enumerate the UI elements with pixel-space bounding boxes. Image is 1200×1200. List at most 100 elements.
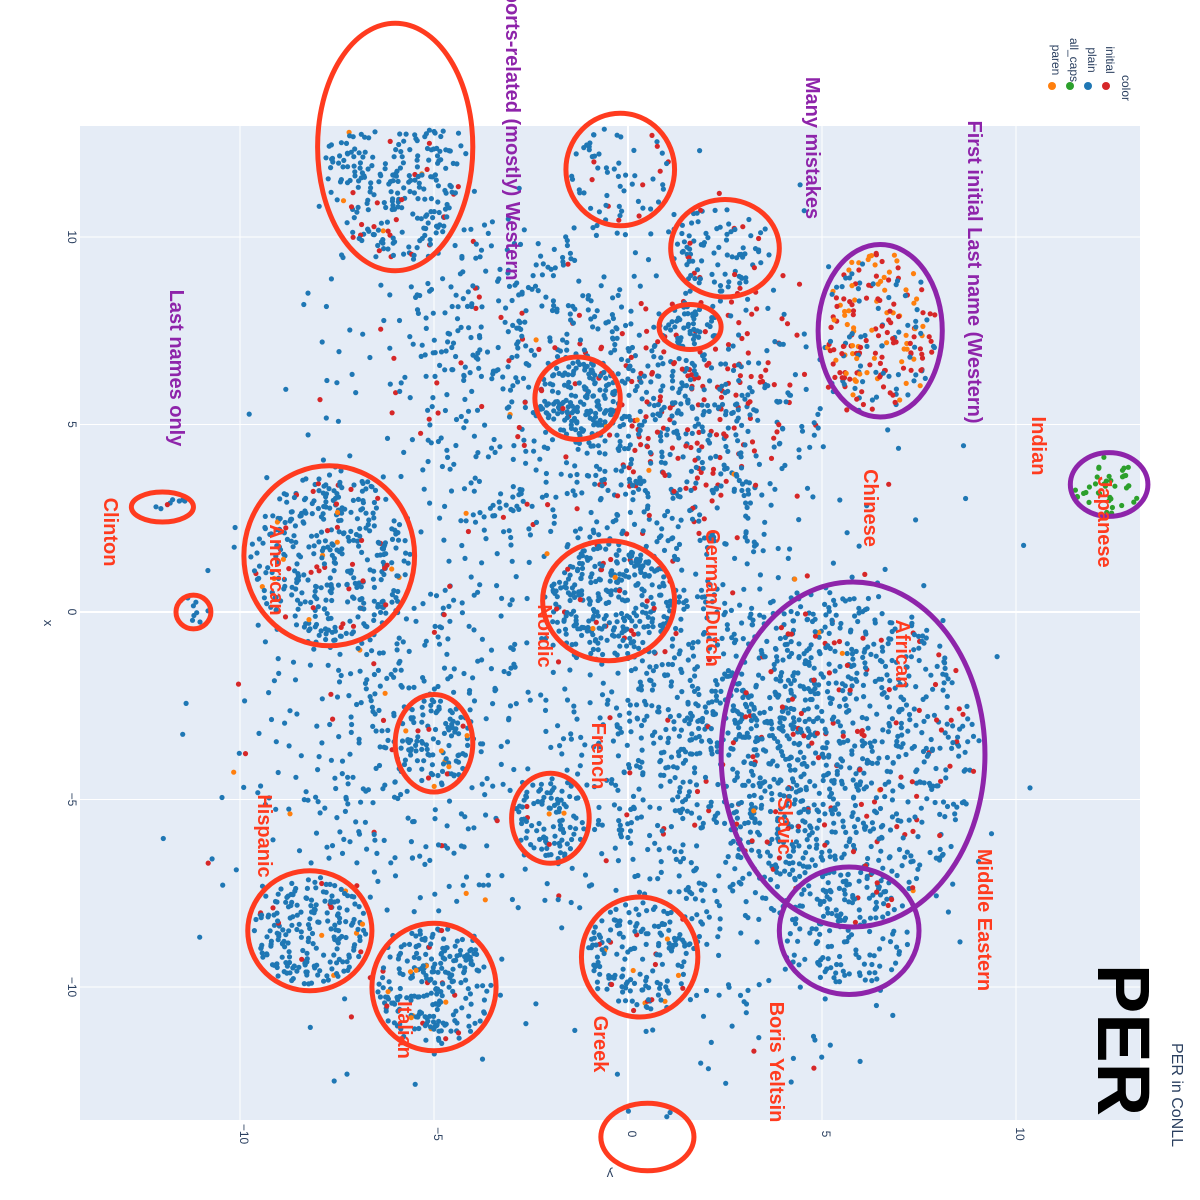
scatter-point-plain	[622, 956, 628, 962]
scatter-point-plain	[670, 636, 676, 642]
scatter-point-plain	[757, 710, 763, 716]
scatter-point-plain	[739, 620, 745, 626]
scatter-point-plain	[514, 341, 520, 347]
scatter-point-plain	[406, 244, 412, 250]
scatter-point-plain	[565, 404, 571, 410]
scatter-point-plain	[571, 368, 577, 374]
scatter-point-plain	[380, 237, 386, 243]
scatter-point-plain	[915, 866, 921, 872]
scatter-point-plain	[884, 672, 890, 678]
scatter-point-plain	[608, 588, 614, 594]
scatter-point-plain	[550, 824, 557, 830]
scatter-point-plain	[436, 158, 442, 164]
scatter-point-plain	[799, 423, 805, 430]
scatter-point-plain	[660, 186, 667, 192]
scatter-point-plain	[432, 816, 438, 822]
scatter-point-plain	[585, 307, 591, 313]
scatter-point-plain	[625, 650, 631, 657]
scatter-point-initial	[938, 727, 945, 733]
scatter-point-plain	[674, 545, 680, 552]
scatter-point-plain	[682, 797, 689, 803]
scatter-point-plain	[553, 809, 560, 815]
scatter-point-plain	[434, 991, 440, 997]
scatter-point-plain	[377, 552, 383, 558]
scatter-point-plain	[785, 555, 791, 562]
scatter-point-plain	[460, 296, 466, 302]
scatter-point-plain	[751, 747, 757, 753]
scatter-point-plain	[621, 188, 627, 194]
scatter-point-plain	[349, 721, 355, 728]
scatter-point-plain	[811, 420, 817, 426]
scatter-point-plain	[503, 502, 509, 508]
scatter-point-plain	[323, 415, 329, 421]
scatter-point-plain	[688, 810, 695, 816]
scatter-point-plain	[600, 722, 606, 728]
scatter-point-plain	[311, 646, 317, 652]
scatter-point-plain	[323, 636, 329, 643]
scatter-point-plain	[911, 647, 917, 653]
scatter-point-plain	[524, 828, 530, 834]
scatter-point-plain	[770, 598, 776, 604]
scatter-point-plain	[554, 399, 561, 405]
scatter-point-plain	[711, 538, 717, 544]
scatter-point-plain	[550, 373, 556, 379]
scatter-point-plain	[743, 1010, 749, 1016]
scatter-point-plain	[686, 641, 692, 647]
scatter-point-plain	[312, 965, 318, 971]
scatter-point-plain	[667, 713, 674, 720]
scatter-point-plain	[537, 836, 543, 843]
scatter-point-plain	[598, 495, 604, 502]
scatter-point-plain	[608, 927, 614, 933]
scatter-point-plain	[263, 893, 269, 899]
scatter-point-plain	[422, 196, 428, 202]
scatter-point-plain	[743, 279, 749, 285]
scatter-point-plain	[641, 624, 647, 630]
scatter-point-plain	[650, 906, 657, 913]
scatter-point-plain	[689, 645, 696, 651]
scatter-point-plain	[608, 411, 614, 418]
scatter-point-plain	[876, 594, 882, 600]
scatter-point-plain	[669, 661, 676, 668]
scatter-point-plain	[409, 437, 415, 443]
scatter-point-plain	[355, 614, 361, 620]
scatter-point-plain	[397, 165, 403, 171]
scatter-point-initial	[649, 132, 655, 138]
scatter-point-plain	[774, 831, 780, 837]
scatter-point-plain	[683, 598, 689, 604]
scatter-point-plain	[303, 969, 309, 975]
scatter-point-plain	[659, 454, 665, 460]
scatter-point-initial	[607, 715, 613, 721]
scatter-point-plain	[631, 147, 637, 153]
scatter-point-plain	[837, 703, 843, 709]
scatter-point-plain	[806, 662, 812, 668]
scatter-point-plain	[584, 628, 590, 634]
scatter-point-plain	[669, 643, 675, 649]
scatter-point-plain	[669, 373, 675, 379]
scatter-point-plain	[323, 881, 329, 888]
scatter-point-plain	[743, 500, 749, 506]
scatter-point-plain	[617, 643, 623, 649]
scatter-point-plain	[321, 952, 327, 958]
scatter-point-plain	[528, 347, 534, 354]
scatter-point-plain	[748, 717, 755, 724]
scatter-point-plain	[645, 257, 652, 263]
scatter-point-plain	[329, 597, 335, 604]
scatter-point-plain	[790, 1055, 797, 1061]
scatter-point-plain	[459, 936, 465, 943]
scatter-point-plain	[258, 945, 264, 951]
scatter-point-plain	[474, 407, 481, 413]
scatter-point-plain	[637, 971, 643, 977]
scatter-point-plain	[419, 777, 425, 784]
scatter-point-plain	[522, 319, 528, 325]
scatter-point-initial	[524, 803, 530, 810]
scatter-point-plain	[452, 190, 458, 196]
scatter-point-plain	[307, 1024, 313, 1030]
scatter-point-plain	[334, 547, 340, 553]
scatter-point-initial	[455, 184, 461, 190]
scatter-point-plain	[421, 678, 427, 684]
scatter-point-plain	[877, 805, 884, 812]
scatter-point-plain	[757, 820, 763, 826]
scatter-point-initial	[864, 813, 870, 819]
scatter-point-plain	[406, 173, 412, 179]
scatter-point-initial	[696, 429, 702, 435]
